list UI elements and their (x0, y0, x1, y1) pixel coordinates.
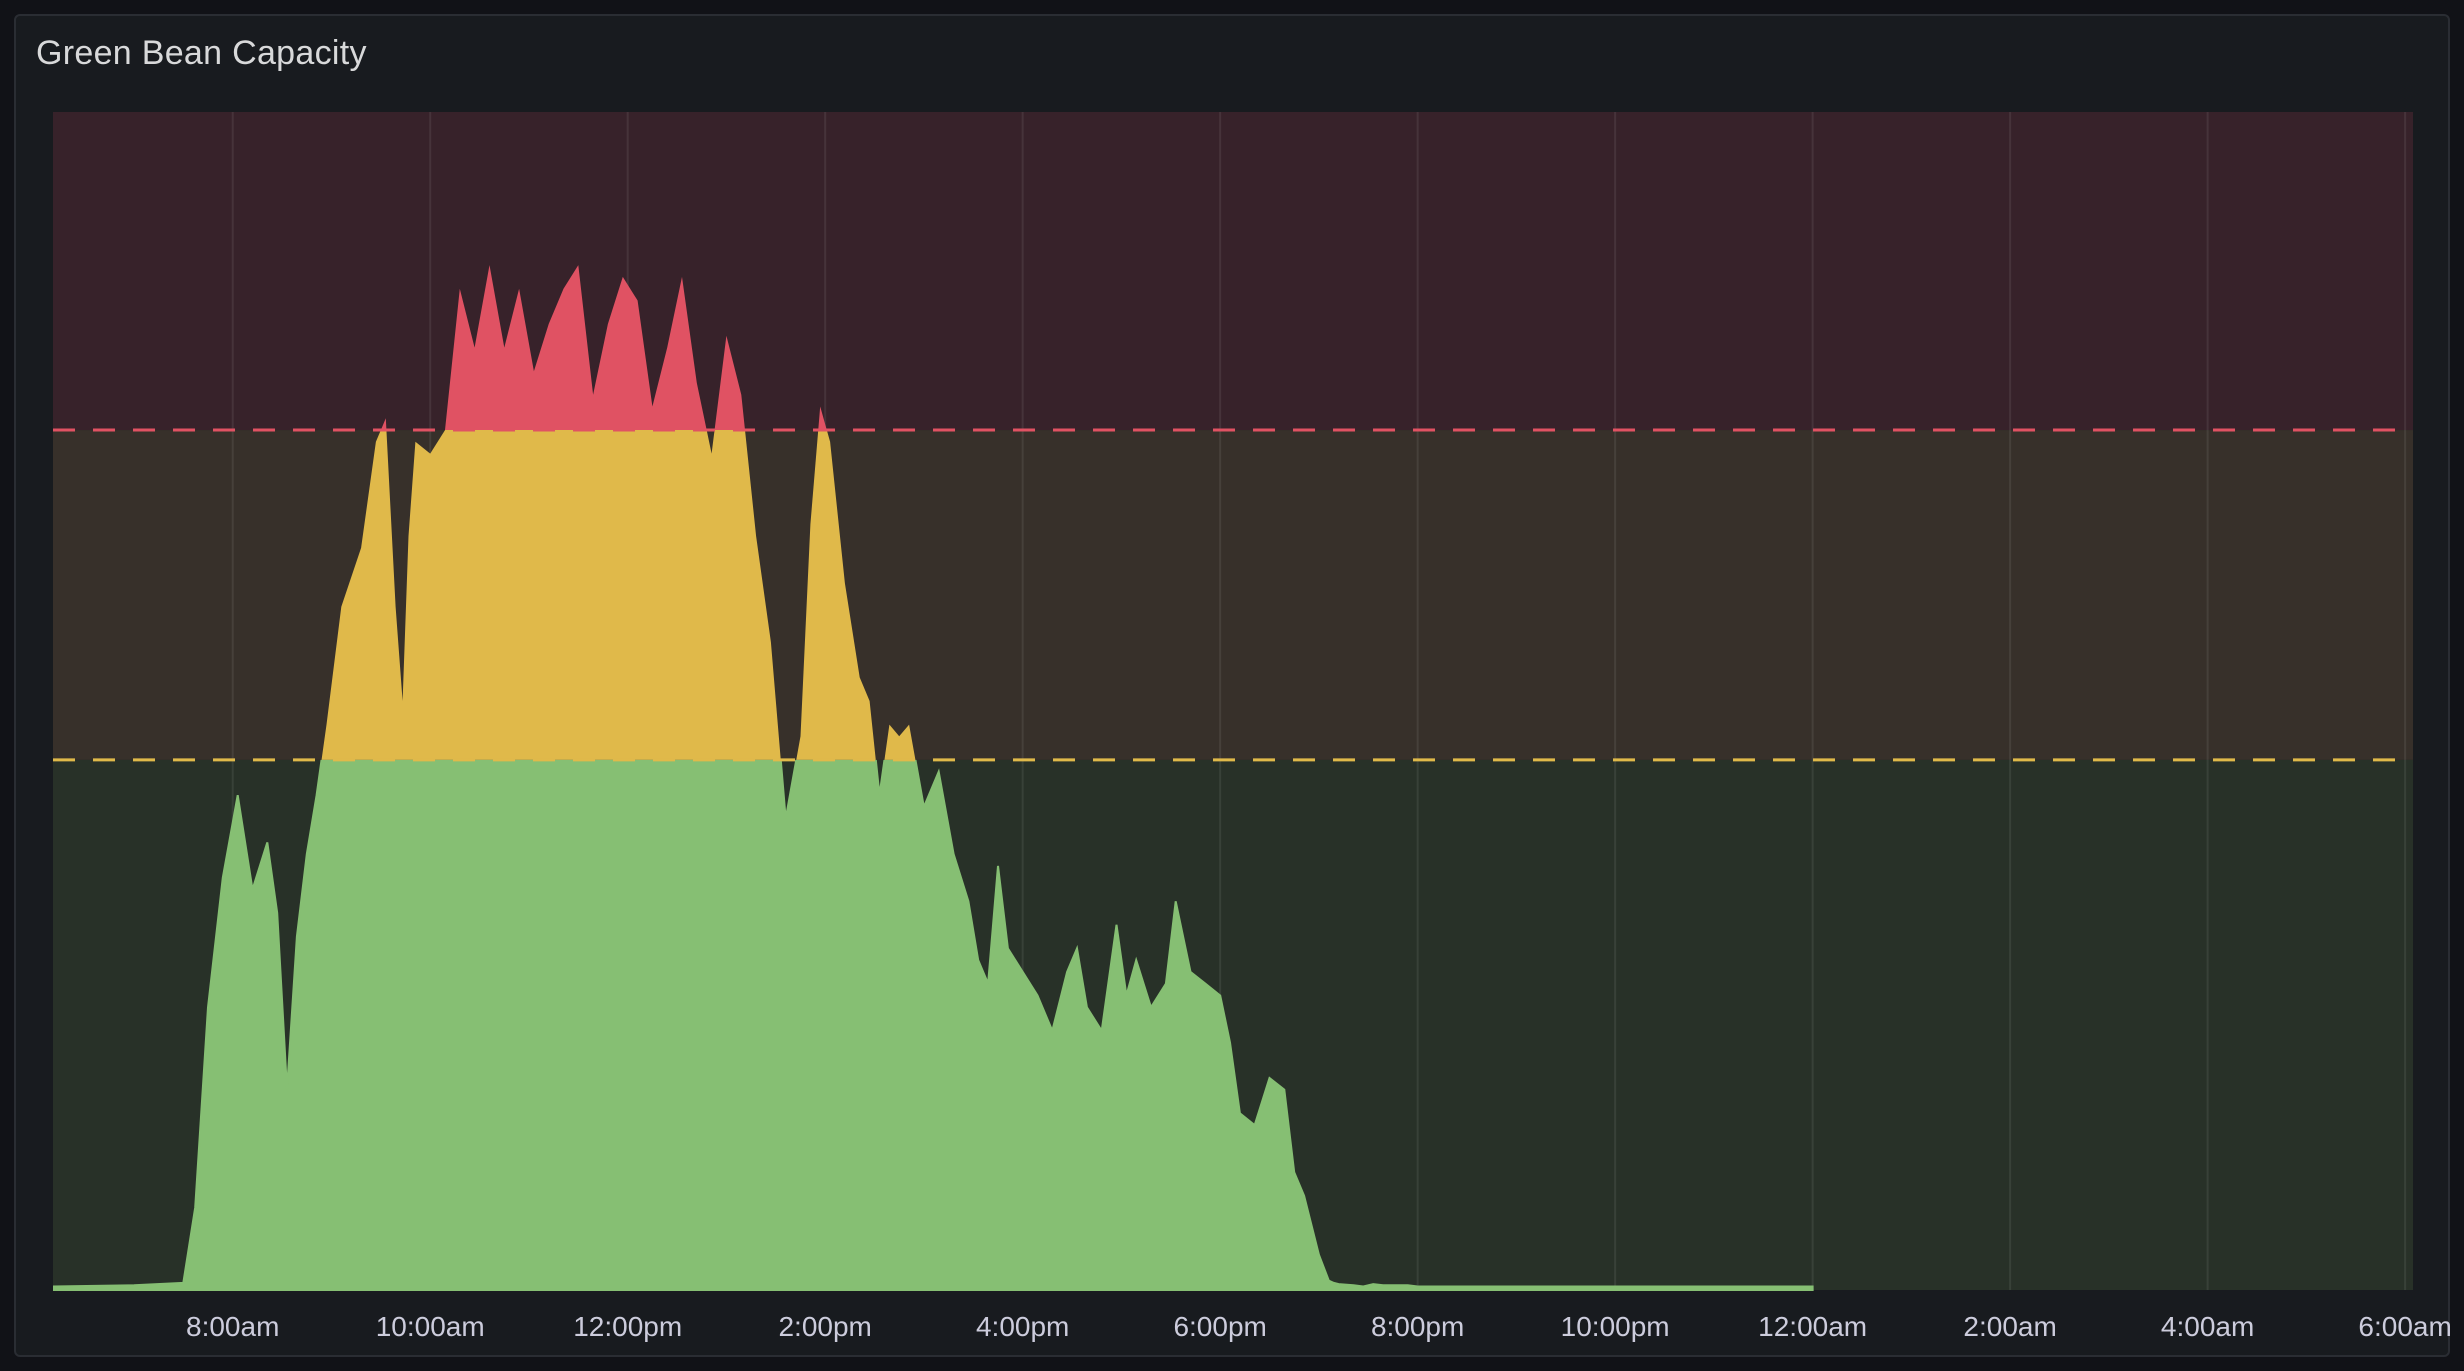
x-tick-label: 4:00am (2161, 1311, 2254, 1342)
x-tick-label: 12:00pm (573, 1311, 682, 1342)
x-tick-label: 4:00pm (976, 1311, 1069, 1342)
series-line (53, 759, 1814, 1291)
x-tick-label: 2:00am (1963, 1311, 2056, 1342)
x-tick-label: 6:00pm (1173, 1311, 1266, 1342)
panel-title[interactable]: Green Bean Capacity (36, 34, 367, 72)
band-high (53, 112, 2413, 431)
x-tick-label: 12:00am (1758, 1311, 1867, 1342)
x-tick-label: 8:00pm (1371, 1311, 1464, 1342)
x-tick-label: 8:00am (186, 1311, 279, 1342)
x-tick-label: 10:00am (376, 1311, 485, 1342)
series-area-low (53, 759, 1813, 1290)
x-tick-label: 2:00pm (778, 1311, 871, 1342)
series-area-mid (321, 430, 916, 760)
series-area-high (380, 265, 827, 431)
x-tick-label: 6:00am (2358, 1311, 2451, 1342)
x-tick-label: 10:00pm (1561, 1311, 1670, 1342)
